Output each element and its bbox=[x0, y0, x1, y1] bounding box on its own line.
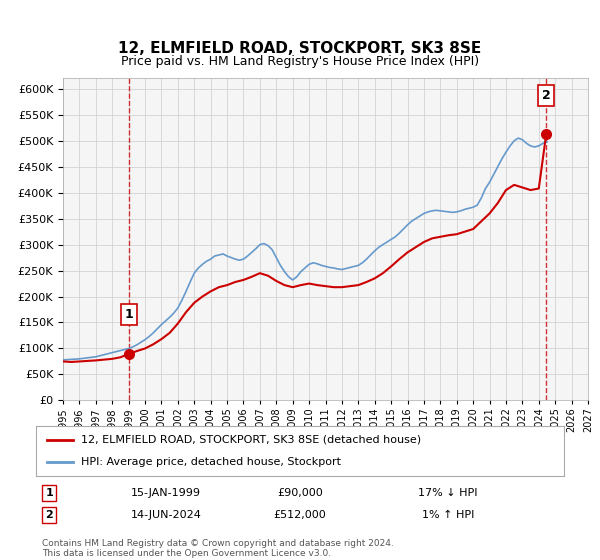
Text: 14-JUN-2024: 14-JUN-2024 bbox=[131, 510, 202, 520]
Text: 2: 2 bbox=[46, 510, 53, 520]
Text: 12, ELMFIELD ROAD, STOCKPORT, SK3 8SE (detached house): 12, ELMFIELD ROAD, STOCKPORT, SK3 8SE (d… bbox=[81, 435, 421, 445]
Text: 15-JAN-1999: 15-JAN-1999 bbox=[131, 488, 201, 498]
Text: 17% ↓ HPI: 17% ↓ HPI bbox=[418, 488, 478, 498]
Text: 2: 2 bbox=[542, 89, 551, 102]
Text: 1% ↑ HPI: 1% ↑ HPI bbox=[422, 510, 474, 520]
Text: Contains HM Land Registry data © Crown copyright and database right 2024.
This d: Contains HM Land Registry data © Crown c… bbox=[42, 539, 394, 558]
Text: HPI: Average price, detached house, Stockport: HPI: Average price, detached house, Stoc… bbox=[81, 457, 341, 467]
Text: £512,000: £512,000 bbox=[274, 510, 326, 520]
Text: Price paid vs. HM Land Registry's House Price Index (HPI): Price paid vs. HM Land Registry's House … bbox=[121, 55, 479, 68]
Text: 1: 1 bbox=[125, 308, 134, 321]
Text: 12, ELMFIELD ROAD, STOCKPORT, SK3 8SE: 12, ELMFIELD ROAD, STOCKPORT, SK3 8SE bbox=[118, 41, 482, 56]
Text: 1: 1 bbox=[46, 488, 53, 498]
Text: £90,000: £90,000 bbox=[277, 488, 323, 498]
